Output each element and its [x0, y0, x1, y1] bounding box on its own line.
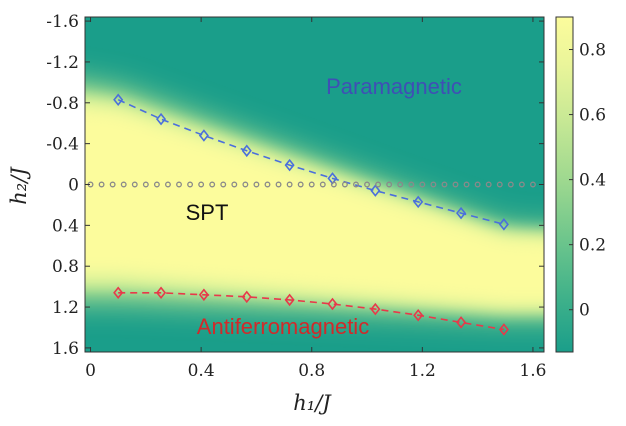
y-axis-label: h₂/J — [7, 166, 31, 205]
x-tick-label: 1.2 — [409, 361, 436, 381]
colorbar-tick-label: 0.4 — [579, 171, 606, 191]
annotation-spt: SPT — [186, 200, 229, 225]
y-tick-label: -0.4 — [46, 135, 79, 155]
y-tick-label: 0 — [68, 176, 79, 196]
x-tick-label: 0.4 — [188, 361, 215, 381]
y-tick-label: 1.6 — [52, 339, 79, 359]
y-tick-label: -1.6 — [46, 12, 79, 32]
x-axis-label: h₁/J — [293, 391, 332, 415]
colorbar-tick-label: 0 — [579, 301, 590, 321]
y-tick-label: 1.2 — [52, 298, 79, 318]
colorbar-tick-label: 0.6 — [579, 106, 606, 126]
x-tick-label: 0.8 — [298, 361, 325, 381]
y-tick-label: 0.8 — [52, 257, 79, 277]
annotation-paramagnetic: Paramagnetic — [326, 74, 462, 99]
annotation-antiferromagnetic: Antiferromagnetic — [197, 314, 369, 339]
x-tick-label: 1.6 — [519, 361, 546, 381]
colorbar — [556, 17, 573, 352]
colorbar-ticks: 0 0.2 0.4 0.6 0.8 — [569, 41, 606, 321]
x-tick-label: 0 — [85, 361, 96, 381]
y-tick-label: -0.8 — [46, 94, 79, 114]
y-tick-label: 0.4 — [52, 216, 79, 236]
y-tick-label: -1.2 — [46, 53, 79, 73]
colorbar-tick-label: 0.2 — [579, 236, 606, 256]
colorbar-tick-label: 0.8 — [579, 41, 606, 61]
